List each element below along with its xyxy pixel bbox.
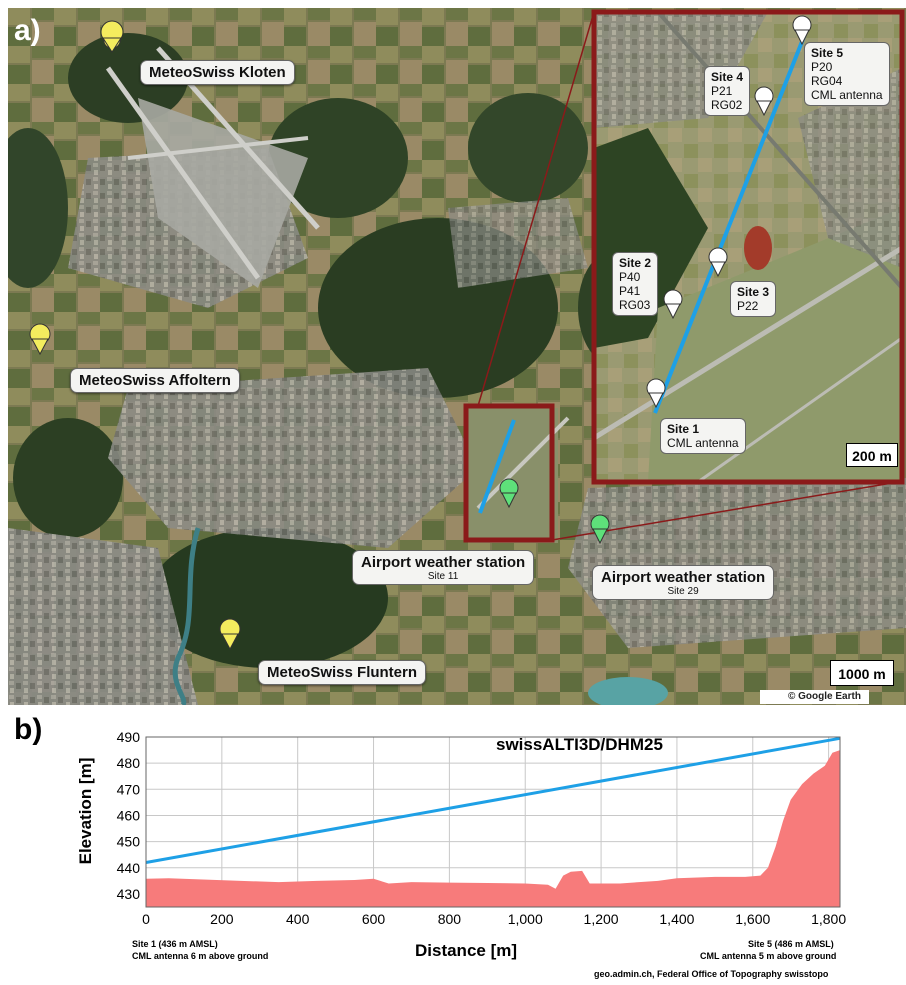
plot-frame: [145, 736, 841, 908]
x-tick-label: 800: [438, 911, 462, 927]
site-4-line: P21: [711, 84, 733, 98]
site5-elevation-note: Site 5 (486 m AMSL): [748, 939, 834, 949]
y-tick-label: 470: [117, 781, 141, 797]
chart-tick-labels: 0 200 400 600 800 1,000 1,200 1,400 1,600 1,800 43…: [117, 729, 847, 927]
panel-a-letter: a): [14, 14, 41, 47]
site1-antenna-note: CML antenna 6 m above ground: [132, 951, 269, 961]
x-tick-label: 1,600: [735, 911, 770, 927]
chart-series: [145, 736, 841, 907]
x-tick-label: 1,800: [811, 911, 846, 927]
terrain-area: [146, 750, 840, 907]
x-tick-label: 1,200: [584, 911, 619, 927]
cml-link-inset: [653, 33, 807, 414]
map-scale-bar: 1000 m: [830, 660, 894, 686]
label-meteoswiss-kloten: MeteoSwiss Kloten: [140, 60, 295, 85]
site-2-line: RG03: [619, 298, 651, 312]
inset-scale-label: 200 m: [852, 448, 892, 464]
label-meteoswiss-affoltern: MeteoSwiss Affoltern: [70, 368, 240, 393]
site-4-line: RG02: [711, 98, 743, 112]
pin-airport-11: [499, 478, 519, 509]
x-tick-label: 400: [286, 911, 310, 927]
pin-site5: [792, 15, 812, 46]
elevation-profile-panel: b) 0 200 400 600 800 1,000 1,200 1,400 1,600 1,80…: [0, 705, 906, 985]
label-site-1: Site 1 CML antenna: [660, 418, 746, 454]
label-site-3: Site 3 P22: [730, 281, 777, 317]
label-meteoswiss-fluntern: MeteoSwiss Fluntern: [258, 660, 427, 685]
site-4-heading: Site 4: [711, 70, 744, 84]
panel-b-letter: b): [14, 713, 43, 746]
pin-kloten: [100, 20, 124, 53]
site-5-line: RG04: [811, 74, 843, 88]
y-tick-label: 490: [117, 729, 141, 745]
y-tick-label: 440: [117, 860, 141, 876]
x-tick-label: 1,000: [508, 911, 543, 927]
airport-29-title: Airport weather station: [601, 569, 766, 586]
map-scale-label: 1000 m: [838, 666, 886, 682]
y-tick-label: 430: [117, 886, 141, 902]
x-tick-label: 1,400: [659, 911, 694, 927]
site-2-heading: Site 2: [619, 256, 652, 270]
pin-site2: [663, 289, 683, 320]
inset-scale-bar: 200 m: [846, 443, 898, 467]
source-credit: geo.admin.ch, Federal Office of Topograp…: [594, 969, 829, 979]
site-5-heading: Site 5: [811, 46, 844, 60]
pin-site3: [708, 247, 728, 278]
x-tick-label: 200: [210, 911, 234, 927]
pin-site4: [754, 86, 774, 117]
site5-antenna-note: CML antenna 5 m above ground: [700, 951, 837, 961]
pin-affoltern: [29, 323, 51, 356]
pin-site1: [646, 378, 666, 409]
site-5-line: CML antenna: [811, 88, 883, 102]
pin-airport-29: [590, 514, 610, 545]
site1-elevation-note: Site 1 (436 m AMSL): [132, 939, 218, 949]
x-tick-label: 600: [362, 911, 386, 927]
chart-title: swissALTI3D/DHM25: [496, 735, 663, 754]
x-tick-label: 0: [142, 911, 150, 927]
label-site-5: Site 5 P20 RG04 CML antenna: [804, 42, 890, 106]
airport-11-site: Site 11: [427, 571, 459, 582]
site-1-heading: Site 1: [667, 422, 700, 436]
site-3-line: P22: [737, 299, 759, 313]
airport-11-title: Airport weather station: [361, 554, 526, 571]
map-pins: [29, 15, 812, 651]
airport-29-site: Site 29: [667, 586, 699, 597]
label-site-4: Site 4 P21 RG02: [704, 66, 751, 116]
y-tick-label: 480: [117, 755, 141, 771]
chart-axes: [145, 736, 841, 908]
y-tick-label: 460: [117, 807, 141, 823]
site-1-line: CML antenna: [667, 436, 739, 450]
y-tick-label: 450: [117, 834, 141, 850]
cml-link-line: [145, 736, 841, 865]
site-5-line: P20: [811, 60, 833, 74]
label-airport-station-11: Airport weather station Site 11: [352, 550, 535, 585]
x-axis-label: Distance [m]: [414, 941, 518, 960]
label-site-2: Site 2 P40 P41 RG03: [612, 252, 659, 316]
elevation-chart: 0 200 400 600 800 1,000 1,200 1,400 1,600 1,800 43…: [117, 729, 847, 927]
y-axis-label: Elevation [m]: [76, 757, 95, 865]
label-airport-station-29: Airport weather station Site 29: [592, 565, 775, 600]
pin-fluntern: [219, 618, 241, 651]
satellite-map[interactable]: a): [8, 8, 906, 705]
site-2-line: P40: [619, 270, 641, 284]
site-2-line: P41: [619, 284, 641, 298]
site-3-heading: Site 3: [737, 285, 770, 299]
google-earth-credit: © Google Earth: [760, 690, 869, 704]
